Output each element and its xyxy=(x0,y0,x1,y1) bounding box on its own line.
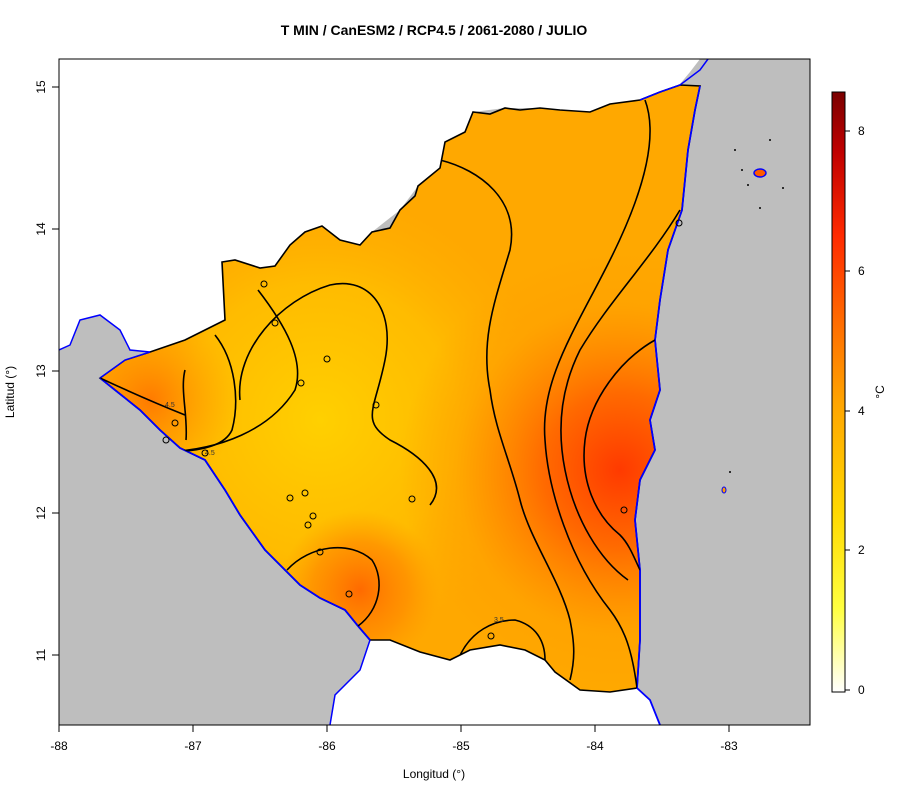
station-marker xyxy=(408,495,416,503)
map-title: T MIN / CanESM2 / RCP4.5 / 2061-2080 / J… xyxy=(281,22,588,38)
station-marker xyxy=(260,280,268,288)
station-marker xyxy=(487,632,495,640)
gulf-of-fonseca-coast xyxy=(59,314,151,379)
station-marker xyxy=(316,548,324,556)
x-axis: -88 -87 -86 -85 -84 -83 Longitud (°) xyxy=(50,724,738,781)
station-marker xyxy=(271,319,279,327)
station-marker xyxy=(301,489,309,497)
contour-lines xyxy=(100,99,681,689)
y-tick-label: 13 xyxy=(34,364,48,378)
pacific-coastline xyxy=(99,377,371,641)
station-marker xyxy=(201,449,209,457)
station-marker xyxy=(345,590,353,598)
station-marker xyxy=(171,419,179,427)
station-marker xyxy=(309,512,317,520)
y-tick-label: 15 xyxy=(34,80,48,94)
station-markers xyxy=(162,219,683,640)
y-tick-label: 11 xyxy=(34,648,48,661)
colorbar-tick-label: 2 xyxy=(858,543,865,557)
x-axis-label: Longitud (°) xyxy=(403,767,465,781)
contour-labels: 4.5 4.5 3.5 xyxy=(165,402,504,624)
x-tick-label: -86 xyxy=(318,739,336,753)
colorbar-gradient xyxy=(831,91,846,693)
station-marker xyxy=(297,379,305,387)
costa-rica-land xyxy=(330,640,660,725)
colorbar-tick-label: 4 xyxy=(858,404,865,418)
station-marker xyxy=(323,355,331,363)
station-marker xyxy=(162,436,170,444)
y-tick-label: 14 xyxy=(34,222,48,236)
colorbar-tick-label: 8 xyxy=(858,124,865,138)
station-marker xyxy=(304,521,312,529)
colorbar: 0 2 4 6 8 °C xyxy=(831,91,887,697)
colorbar-unit: °C xyxy=(873,385,887,399)
caribbean-coastline xyxy=(634,85,701,725)
x-tick-label: -85 xyxy=(452,739,470,753)
costa-rica-coast xyxy=(329,639,371,725)
station-marker xyxy=(372,401,380,409)
contour-label: 4.5 xyxy=(165,402,175,409)
x-tick-label: -88 xyxy=(50,739,68,753)
contour-label: 3.5 xyxy=(494,617,504,624)
contour-label: 4.5 xyxy=(205,450,215,457)
station-marker xyxy=(286,494,294,502)
colorbar-tick-label: 6 xyxy=(858,264,865,278)
islands xyxy=(721,139,784,494)
y-axis-label: Latitud (°) xyxy=(3,366,17,418)
y-tick-label: 12 xyxy=(34,506,48,520)
honduras-land xyxy=(59,59,810,378)
station-marker xyxy=(675,219,683,227)
x-tick-label: -87 xyxy=(184,739,202,753)
y-axis: 11 12 13 14 15 Latitud (°) xyxy=(3,80,60,661)
x-tick-label: -84 xyxy=(586,739,604,753)
station-marker xyxy=(620,506,628,514)
honduras-caribbean-coast xyxy=(639,59,709,101)
colorbar-tick-label: 0 xyxy=(858,683,865,697)
x-tick-label: -83 xyxy=(720,739,738,753)
